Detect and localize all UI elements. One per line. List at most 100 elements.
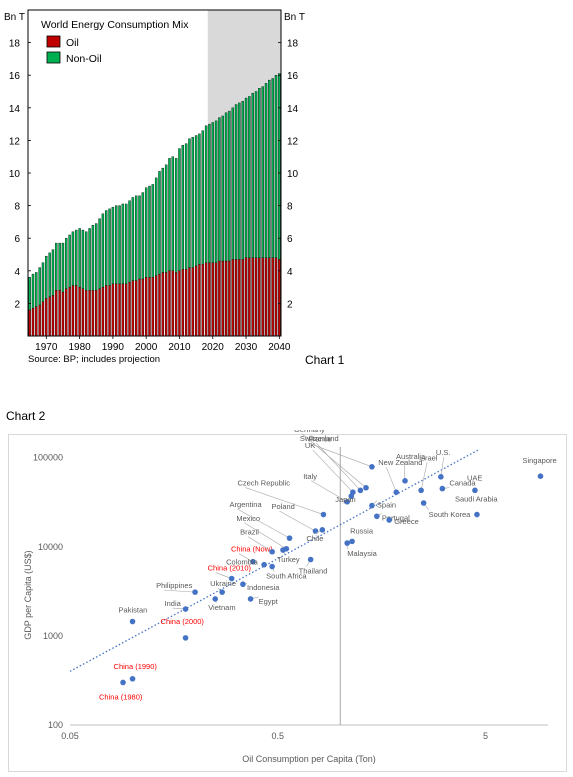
bar-oil (171, 270, 175, 337)
bar-oil (124, 283, 128, 337)
point-label: China (Now) (231, 545, 273, 554)
x-tick-label: 1980 (68, 342, 91, 353)
bar-non-oil (198, 133, 201, 265)
point-label: Poland (272, 502, 295, 511)
point-label: Canada (449, 479, 476, 488)
bar-non-oil (218, 117, 221, 262)
bar-non-oil (115, 205, 118, 285)
point-label: Pakistan (119, 606, 148, 615)
bar-oil (164, 272, 168, 337)
scatter-point (344, 498, 351, 505)
point-label: New Zealand (378, 458, 422, 467)
bar-non-oil (154, 177, 158, 276)
bar-oil (81, 288, 85, 337)
bar-non-oil (55, 242, 58, 291)
point-label: Portugal (382, 513, 410, 522)
point-label: France (308, 434, 331, 443)
y-tick-label-left: 4 (14, 267, 20, 278)
point-label: Egypt (259, 597, 279, 606)
bar-non-oil (231, 107, 234, 260)
bar-non-oil (244, 97, 248, 258)
y-tick-label-left: 12 (9, 136, 21, 147)
point-label: China (2000) (161, 617, 205, 626)
legend-swatch-non-oil (46, 51, 61, 64)
bar-oil (251, 257, 254, 337)
bar-non-oil (268, 79, 271, 258)
bar-oil (271, 257, 274, 337)
bar-oil (188, 267, 191, 337)
scatter-point (472, 487, 478, 494)
chart-legend: World Energy Consumption Mix Oil Non-Oil (41, 19, 189, 65)
y-tick-label-right: 8 (287, 202, 293, 213)
bar-oil (161, 272, 165, 337)
y-tick-label-right: 4 (287, 267, 293, 278)
label-leader (247, 536, 273, 552)
point-label: Colombia (226, 558, 259, 567)
bar-oil (218, 260, 221, 337)
point-label: Chile (306, 534, 323, 543)
chart2-caption: Chart 2 (6, 409, 46, 423)
label-leader (403, 460, 406, 481)
label-leader (245, 487, 324, 515)
bar-non-oil (174, 158, 178, 273)
bar-oil (105, 285, 108, 337)
x-tick-label: 2030 (235, 342, 258, 353)
bar-oil (88, 290, 91, 337)
bar-non-oil (31, 273, 35, 309)
bar-non-oil (228, 110, 231, 262)
point-label: Argentina (230, 500, 263, 509)
scatter-point (182, 606, 189, 612)
bar-non-oil (238, 102, 241, 260)
bar-oil (144, 277, 148, 337)
point-label: Greece (394, 517, 419, 526)
y-tick-label-left: 8 (14, 202, 20, 213)
bar-oil (181, 268, 185, 337)
bar-non-oil (78, 228, 81, 288)
scatter-point (369, 502, 375, 509)
point-label: Brazil (240, 528, 259, 537)
bar-non-oil (221, 115, 224, 262)
bar-non-oil (45, 255, 48, 299)
bar-oil (264, 257, 268, 337)
point-label: Mexico (236, 514, 260, 523)
bar-non-oil (91, 224, 95, 291)
bar-oil (248, 257, 251, 337)
bar-non-oil (28, 277, 31, 311)
scatter-point (393, 489, 400, 495)
bar-oil (168, 270, 171, 337)
bar-non-oil (108, 208, 111, 286)
y-tick-label: 1000 (43, 631, 63, 641)
bar-non-oil (68, 234, 71, 288)
bar-non-oil (161, 167, 165, 273)
scatter-point (344, 540, 351, 546)
bar-oil (38, 304, 41, 337)
bar-non-oil (41, 262, 45, 302)
bar-non-oil (251, 92, 254, 258)
bar-non-oil (178, 148, 181, 271)
bar-non-oil (164, 164, 168, 273)
scatter-point (240, 581, 246, 588)
chart-axes: 2 2 4 4 6 6 8 8 10 10 12 12 14 14 16 16 18 18 1970 1980 1990… (9, 39, 299, 353)
bar-oil (241, 259, 244, 337)
bar-oil (158, 273, 161, 337)
bar-non-oil (248, 96, 251, 258)
bar-oil (115, 283, 118, 337)
point-label: China (1980) (99, 692, 143, 701)
bar-oil (85, 290, 88, 337)
point-label: Italy (303, 472, 317, 481)
scatter-point (418, 487, 424, 494)
bar-oil (134, 280, 138, 337)
point-label: Australia (396, 452, 426, 461)
bar-non-oil (98, 218, 101, 289)
point-label: Spain (377, 501, 396, 510)
scatter-point (212, 596, 218, 602)
bar-oil (111, 283, 115, 337)
label-leader (420, 462, 428, 491)
bar-oil (28, 309, 31, 337)
bar-oil (45, 298, 48, 337)
bar-oil (141, 278, 145, 337)
bar-oil (71, 285, 75, 337)
scatter-point (250, 558, 256, 565)
bar-oil (194, 265, 198, 337)
